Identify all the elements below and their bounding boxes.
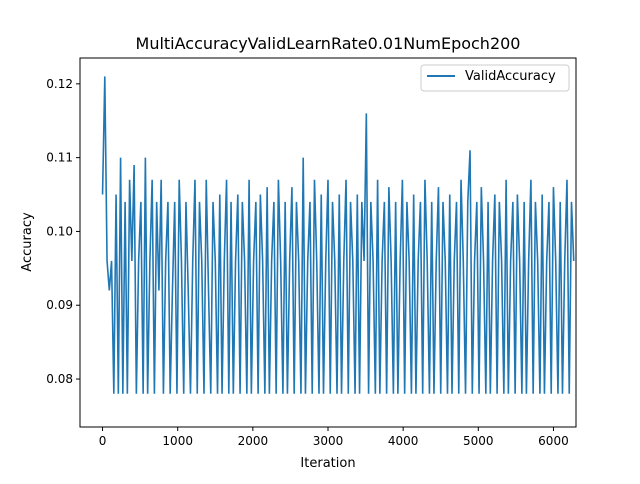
x-tick-label: 5000 xyxy=(463,434,494,448)
x-tick-label: 1000 xyxy=(162,434,193,448)
series-line-0 xyxy=(101,76,575,394)
x-tick-label: 6000 xyxy=(538,434,569,448)
x-tick-label: 4000 xyxy=(388,434,419,448)
y-tick-label: 0.11 xyxy=(46,151,73,165)
y-tick-label: 0.09 xyxy=(46,298,73,312)
x-axis-ticks: 0 1000 2000 3000 4000 5000 6000 xyxy=(99,427,569,448)
y-axis-label: Accuracy xyxy=(20,212,35,272)
x-axis-label: Iteration xyxy=(300,456,355,471)
x-tick-label: 2000 xyxy=(238,434,269,448)
y-tick-label: 0.08 xyxy=(46,372,73,386)
chart-title: MultiAccuracyValidLearnRate0.01NumEpoch2… xyxy=(136,34,521,53)
legend-box xyxy=(420,64,570,92)
y-tick-label: 0.10 xyxy=(46,224,73,238)
legend: ValidAccuracy xyxy=(420,64,570,92)
plot-frame xyxy=(79,57,577,428)
x-tick-label: 0 xyxy=(99,434,107,448)
y-axis-ticks: 0.08 0.09 0.10 0.11 0.12 xyxy=(46,77,80,386)
series-layer xyxy=(101,76,575,394)
legend-label: ValidAccuracy xyxy=(465,69,556,84)
y-tick-label: 0.12 xyxy=(46,77,73,91)
x-tick-label: 3000 xyxy=(313,434,344,448)
